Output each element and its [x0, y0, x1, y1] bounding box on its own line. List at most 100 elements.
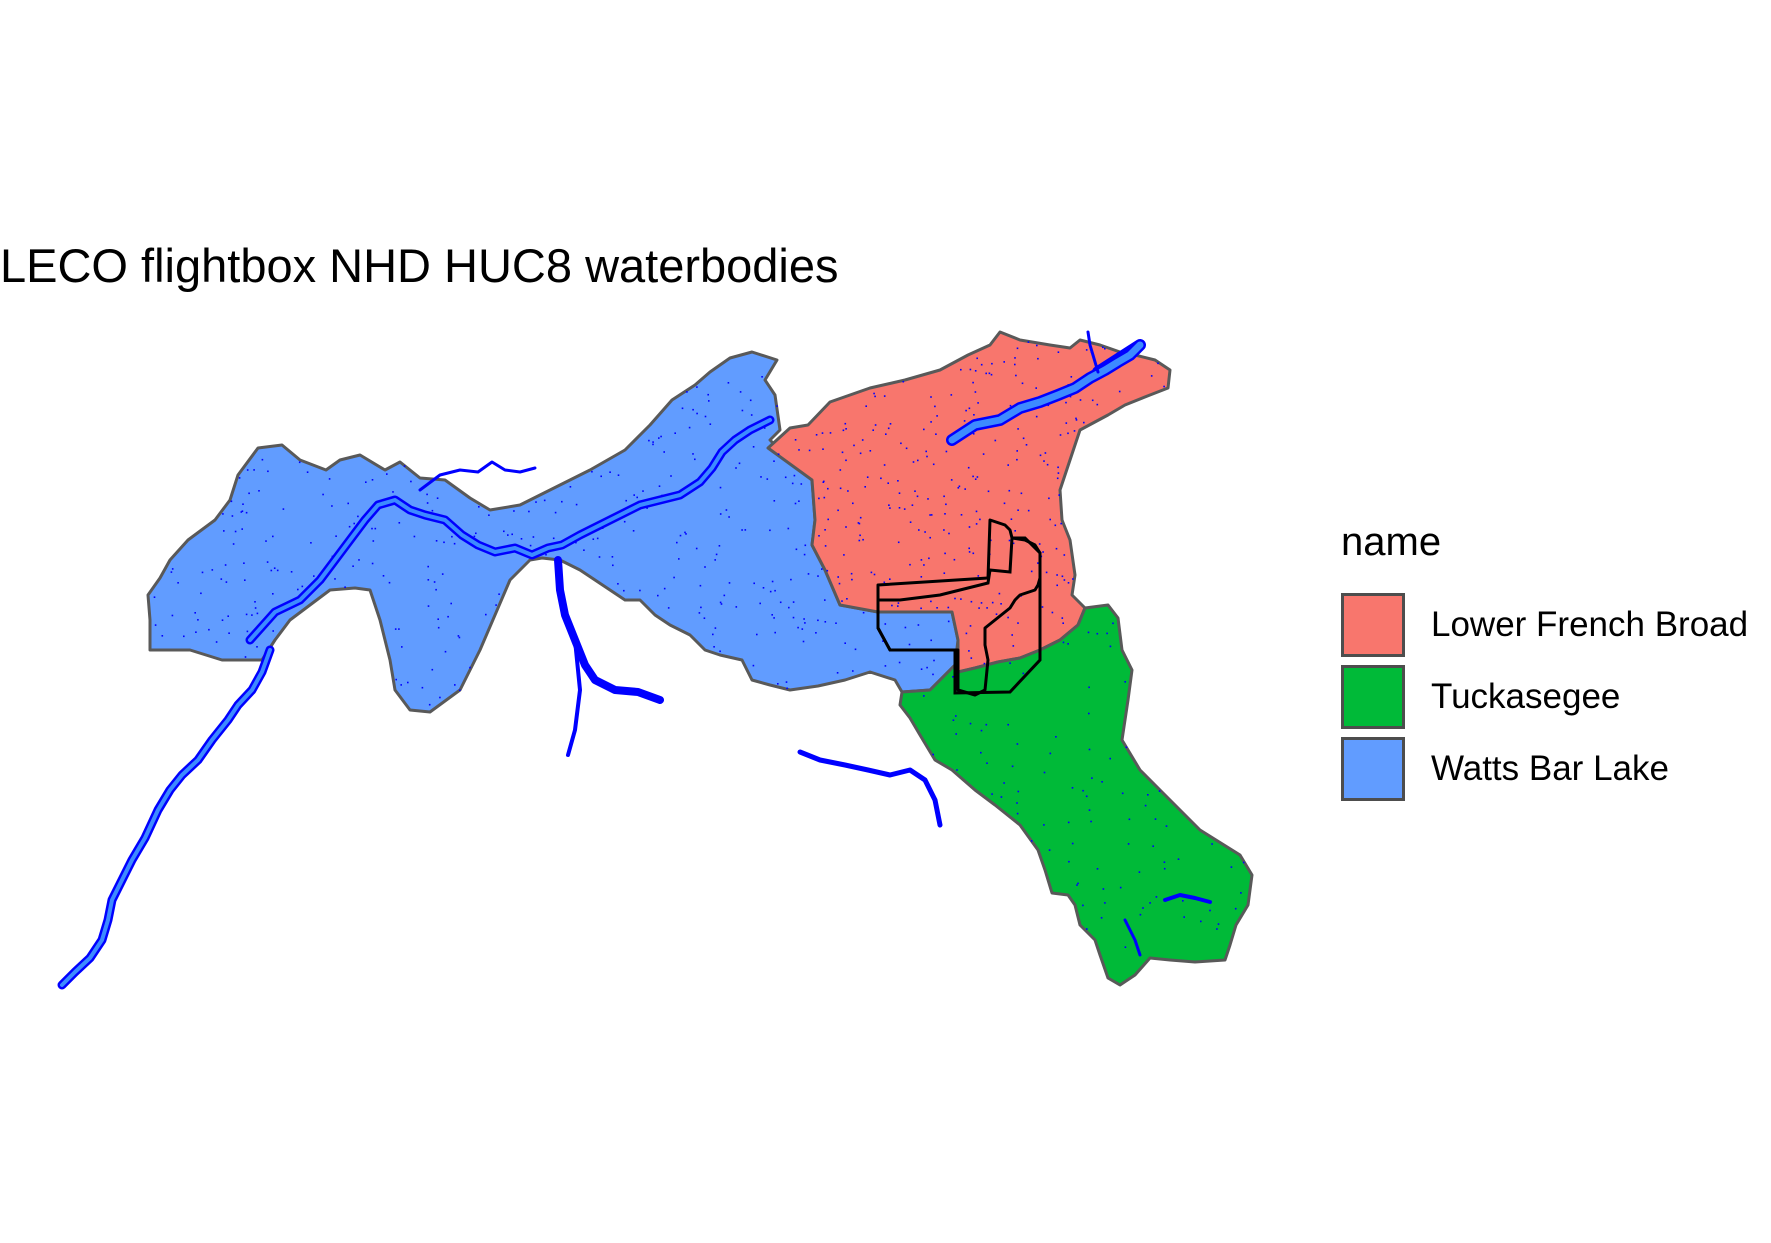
waterbody-dot — [371, 479, 374, 481]
waterbody-dot — [310, 542, 312, 544]
south-tributary-reservoir — [554, 556, 664, 704]
waterbody-dot — [972, 552, 975, 555]
waterbody-dot — [916, 495, 919, 498]
waterbody-dot — [437, 626, 440, 629]
waterbody-dot — [225, 581, 228, 583]
waterbody-dot — [1075, 419, 1078, 421]
waterbody-dot — [852, 502, 854, 505]
waterbody-dot — [658, 485, 661, 487]
waterbody-dot — [824, 529, 826, 531]
waterbody-dot — [1118, 390, 1121, 393]
waterbody-dot — [431, 509, 434, 512]
waterbody-dot — [1062, 622, 1064, 624]
waterbody-dot — [667, 607, 670, 609]
waterbody-dot — [887, 427, 890, 430]
waterbody-dot — [1085, 349, 1088, 351]
waterbody-dot — [170, 571, 173, 573]
waterbody-dot — [988, 372, 991, 375]
waterbody-dot — [965, 632, 968, 635]
waterbody-dot — [773, 460, 775, 462]
waterbody-dot — [673, 576, 675, 579]
waterbody-dot — [817, 575, 819, 577]
waterbody-dot — [990, 373, 993, 376]
waterbody-dot — [786, 687, 788, 690]
waterbody-dot — [968, 547, 970, 550]
waterbody-dot — [821, 432, 824, 434]
waterbody-dot — [696, 412, 698, 415]
waterbody-dot — [450, 602, 452, 605]
region-lower-french-broad[interactable] — [766, 330, 1172, 674]
waterbody-dot — [974, 391, 977, 393]
waterbody-dot — [847, 490, 849, 492]
waterbody-dot — [1014, 357, 1016, 359]
waterbody-dot — [844, 422, 847, 425]
waterbody-dot — [1039, 454, 1042, 457]
waterbody-dot — [1200, 920, 1202, 923]
waterbody-dot — [824, 621, 827, 623]
waterbody-dot — [715, 553, 718, 556]
waterbody-dot — [1082, 904, 1084, 907]
waterbody-dot — [1158, 790, 1161, 792]
waterbody-dot — [617, 474, 620, 476]
waterbody-dot — [221, 619, 224, 621]
waterbody-dot — [709, 423, 712, 425]
legend-key-tuckasegee — [1341, 665, 1405, 729]
waterbody-dot — [1088, 712, 1090, 715]
waterbody-dot — [1011, 634, 1013, 636]
waterbody-dot — [428, 703, 431, 706]
waterbody-dot — [766, 478, 769, 480]
waterbody-dot — [313, 575, 315, 577]
waterbody-dot — [859, 534, 861, 537]
waterbody-dot — [930, 421, 932, 423]
waterbody-dot — [917, 624, 920, 626]
waterbody-dot — [1079, 399, 1082, 401]
waterbody-dot — [974, 478, 977, 480]
waterbody-dot — [407, 681, 409, 684]
region-tuckasegee[interactable] — [898, 603, 1254, 987]
waterbody-dot — [932, 673, 934, 676]
waterbody-dot — [851, 578, 853, 581]
waterbody-dot — [1008, 539, 1011, 542]
waterbody-dot — [991, 362, 993, 365]
waterbody-dot — [443, 541, 445, 544]
waterbody-dot — [1016, 802, 1018, 804]
waterbody-dot — [441, 573, 444, 575]
waterbody-dot — [795, 548, 798, 551]
waterbody-dot — [801, 628, 804, 630]
waterbody-dot — [657, 594, 659, 597]
waterbody-dot — [272, 593, 274, 595]
waterbody-dot — [707, 393, 709, 396]
waterbody-dot — [950, 394, 953, 396]
waterbody-dot — [700, 606, 702, 609]
waterbody-dot — [1000, 603, 1002, 605]
waterbody-dot — [968, 650, 970, 652]
waterbody-dot — [1061, 617, 1064, 619]
waterbody-dot — [223, 530, 225, 532]
waterbody-dot — [917, 459, 919, 462]
waterbody-dot — [930, 514, 933, 516]
waterbody-dot — [920, 668, 923, 670]
waterbody-dot — [427, 579, 430, 581]
waterbody-dot — [1183, 916, 1185, 918]
waterbody-dot — [266, 561, 269, 563]
waterbody-dot — [520, 538, 523, 540]
waterbody-dot — [846, 598, 848, 600]
waterbody-dot — [739, 391, 742, 393]
waterbody-dot — [774, 589, 776, 592]
waterbody-dot — [777, 683, 779, 685]
waterbody-dot — [1068, 860, 1070, 863]
waterbody-dot — [800, 483, 803, 485]
waterbody-dot — [232, 543, 235, 545]
waterbody-dot — [824, 599, 826, 601]
waterbody-dot — [924, 531, 926, 533]
waterbody-dot — [852, 670, 854, 672]
waterbody-dot — [1057, 351, 1060, 353]
waterbody-dot — [1209, 909, 1211, 912]
waterbody-dot — [1127, 843, 1130, 845]
waterbody-dot — [301, 585, 304, 588]
waterbody-dot — [382, 575, 385, 577]
waterbody-dot — [1155, 896, 1158, 898]
waterbody-dot — [401, 646, 403, 648]
waterbody-dot — [952, 676, 954, 678]
waterbody-dot — [261, 458, 264, 461]
